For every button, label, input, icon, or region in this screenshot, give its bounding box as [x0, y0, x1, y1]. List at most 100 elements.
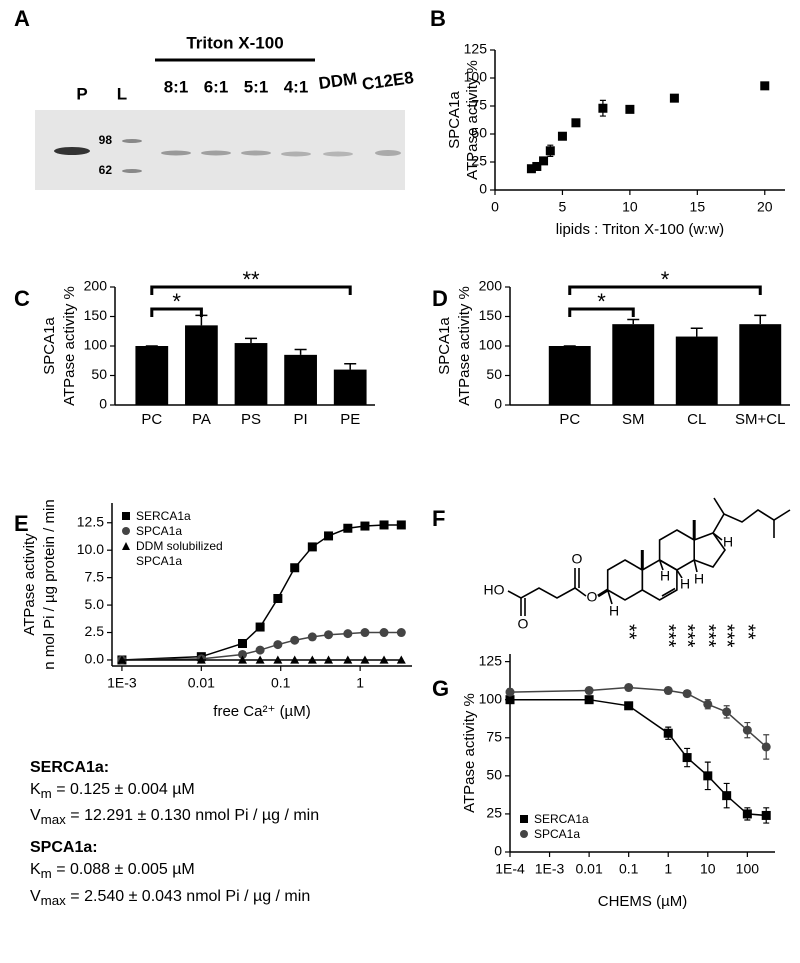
y-tick-label: 200: [479, 278, 503, 294]
y-tick-label: 100: [479, 690, 503, 706]
y-tick-label: 25: [471, 153, 487, 169]
y-tick-label: 75: [471, 97, 487, 113]
marker: [669, 93, 679, 103]
panel-letter: E: [14, 511, 29, 536]
y-tick-label: 100: [84, 337, 108, 353]
x-tick-label: PS: [241, 411, 261, 428]
y-tick-label: 50: [486, 767, 502, 783]
marker: [742, 725, 752, 735]
marker: [571, 118, 581, 128]
y-tick-label: 10.0: [77, 541, 104, 557]
marker: [117, 655, 127, 664]
marker: [273, 655, 283, 664]
marker: [273, 593, 283, 603]
error-bar: [294, 348, 307, 355]
band: [375, 150, 401, 156]
y-tick-label: 0: [99, 396, 107, 412]
marker: [290, 635, 300, 645]
marker: [598, 103, 608, 113]
km-line: Km = 0.125 ± 0.004 µM: [30, 779, 319, 805]
panel-letter: A: [14, 6, 30, 31]
panel-letter: D: [432, 286, 448, 311]
x-tick-label: 100: [736, 861, 760, 877]
y-tick-label: 12.5: [77, 513, 104, 529]
y-tick-label: 200: [84, 278, 108, 294]
marker: [237, 649, 247, 659]
significance-bracket: [150, 285, 352, 295]
lane-label: DDM: [317, 69, 358, 93]
marker: [505, 687, 515, 697]
atom-label: O: [587, 589, 598, 605]
marker: [273, 640, 283, 650]
x-axis-label: free Ca²⁺ (µM): [213, 703, 310, 720]
x-tick-label: 0: [491, 199, 499, 215]
bar: [739, 324, 782, 405]
value-text: = 12.291 ± 0.130 nmol Pi / µg / min: [65, 807, 320, 825]
x-tick-label: SM+CL: [735, 411, 785, 428]
y-tick-label: 150: [479, 307, 503, 323]
marker: [539, 156, 549, 166]
marker: [379, 628, 389, 638]
y-tick-label: 0: [494, 843, 502, 859]
x-tick-label: 0.1: [619, 861, 639, 877]
marker: [196, 655, 206, 664]
y-axis-label: ATPase activity %: [461, 693, 478, 813]
x-tick-label: 1: [356, 675, 364, 691]
significance-bracket: [150, 307, 203, 317]
x-tick-label: PI: [294, 411, 308, 428]
panel: E 0.0 2.5 5.0 7.5 10.0 12.5 1E-3 0.01 0.1 1 ATPase …: [14, 499, 412, 720]
band: [54, 147, 90, 155]
marker: [682, 689, 692, 699]
x-tick-label: 0.1: [271, 675, 291, 691]
legend-swatch: [520, 830, 528, 838]
symbol: K: [30, 781, 41, 798]
marker: [255, 655, 265, 664]
value-text: = 0.088 ± 0.005 µM: [51, 861, 195, 879]
x-tick-label: PE: [340, 411, 360, 428]
panel-letter: C: [14, 286, 30, 311]
marker: [584, 695, 594, 705]
y-axis-label: ATPase activity %: [61, 286, 78, 406]
band: [281, 151, 311, 157]
x-tick-label: PC: [559, 411, 580, 428]
legend-swatch: [122, 542, 130, 550]
km-line: Km = 0.088 ± 0.005 µM: [30, 859, 319, 885]
panel: B 0 25 50 75 100 125 0 5 10 15 20 SPCA1a ATPase activ…: [430, 6, 785, 238]
marker: [360, 521, 370, 531]
bar: [185, 325, 218, 405]
mw-marker: 62: [99, 163, 113, 177]
kinetic-parameters: SERCA1a: Km = 0.125 ± 0.004 µM Vmax = 12…: [30, 757, 319, 912]
legend-item: SPCA1a: [520, 827, 589, 842]
lane-label: P: [76, 84, 87, 103]
marker: [584, 686, 594, 696]
x-tick-label: 1: [664, 861, 672, 877]
marker: [324, 655, 334, 664]
error-bar: [627, 318, 640, 325]
bar: [284, 354, 317, 405]
significance-label: ***: [676, 624, 698, 648]
legend-label: SPCA1a: [136, 524, 183, 538]
x-tick-label: 0.01: [188, 675, 215, 691]
lane-label: 6:1: [204, 77, 229, 96]
marker: [505, 695, 515, 705]
marker: [703, 771, 713, 781]
enzyme-name: SERCA1a:: [30, 759, 110, 776]
legend-swatch: [520, 815, 528, 823]
y-axis-label: ATPase activity %: [464, 60, 481, 180]
legend: SERCA1a SPCA1a: [520, 812, 589, 842]
atom-label: O: [518, 616, 529, 632]
bar: [548, 346, 591, 405]
x-tick-label: 20: [757, 199, 773, 215]
band: [241, 150, 271, 156]
vmax-line: Vmax = 12.291 ± 0.130 nmol Pi / µg / min: [30, 805, 319, 831]
y-tick-label: 100: [464, 69, 488, 85]
y-tick-label: 0: [494, 396, 502, 412]
symbol: K: [30, 861, 41, 879]
marker: [624, 701, 634, 711]
significance-label: *: [172, 289, 181, 314]
legend-swatch: [122, 512, 130, 520]
x-tick-label: SM: [622, 411, 645, 428]
significance-label: **: [242, 267, 260, 292]
x-tick-label: 10: [622, 199, 638, 215]
legend-item: SERCA1a: [122, 509, 232, 524]
